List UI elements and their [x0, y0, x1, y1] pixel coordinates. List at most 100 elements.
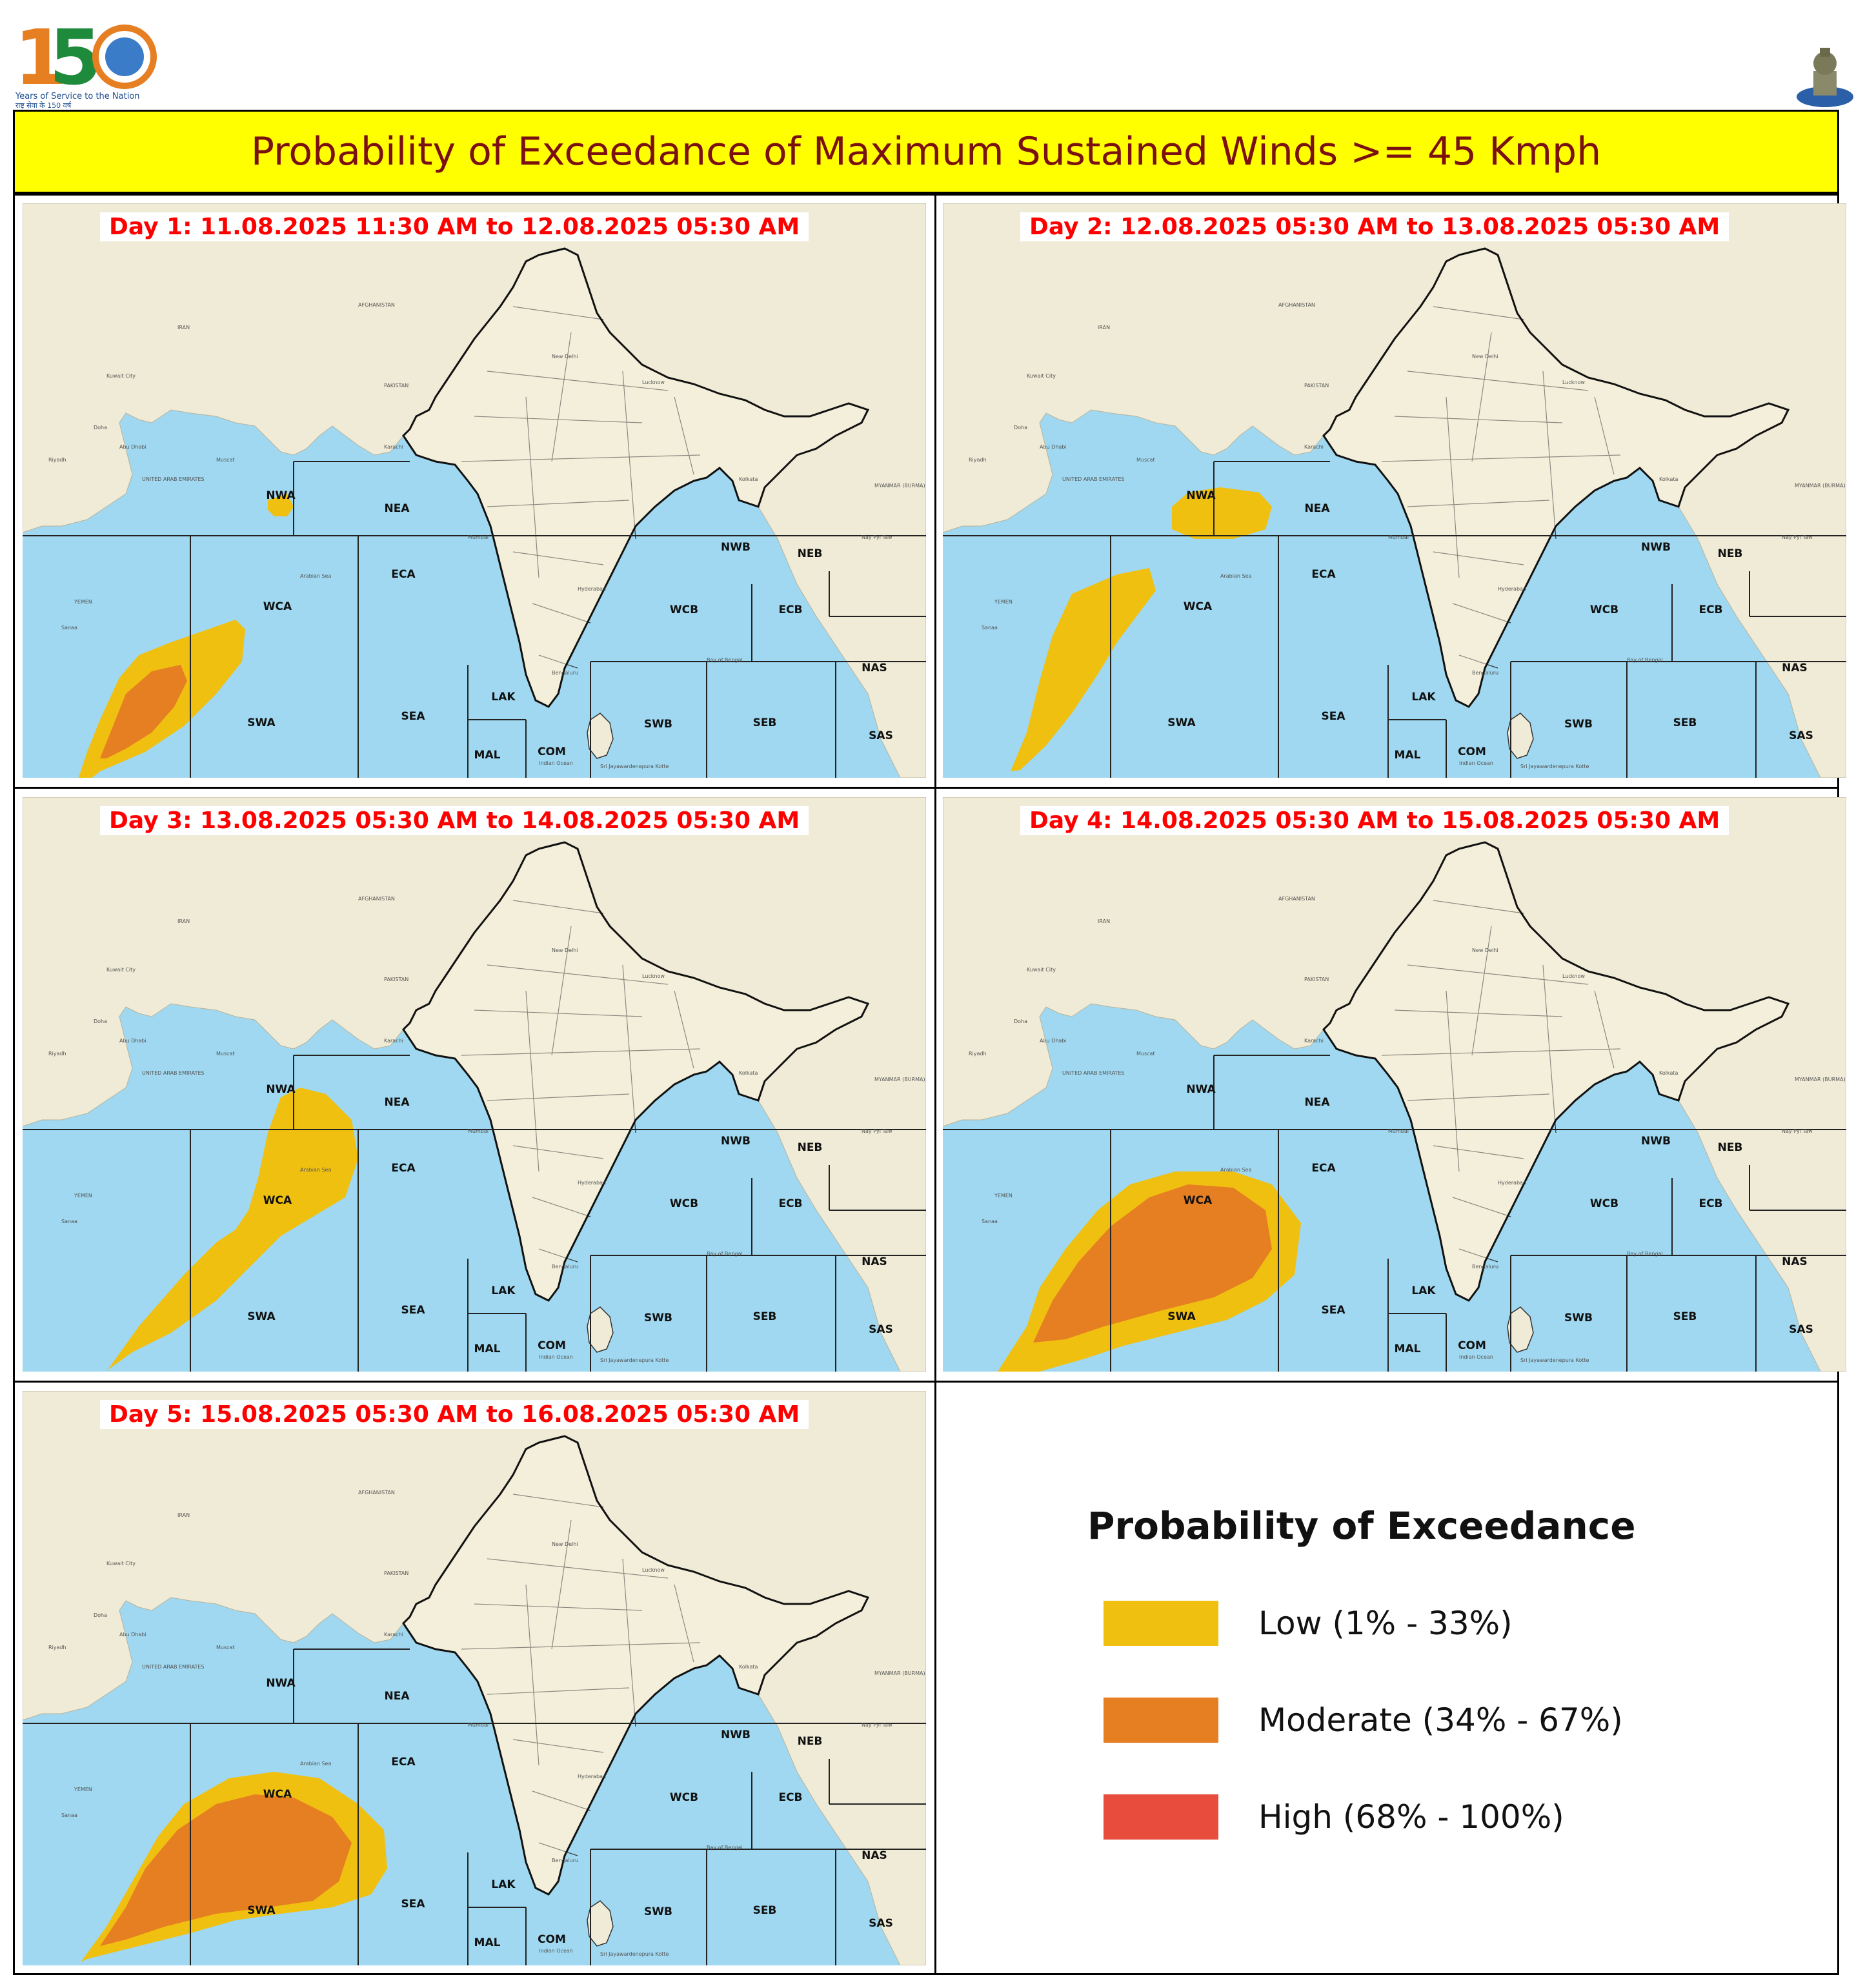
zone-boundaries: [943, 461, 1846, 778]
place-bay_of_bengal: Bay of Bengal: [707, 1845, 743, 1851]
zone-label-neb: NEB: [1718, 1141, 1743, 1154]
zone-label-nas: NAS: [862, 1255, 887, 1268]
zone-label-nwb: NWB: [1641, 541, 1671, 554]
state-boundaries: [1381, 306, 1621, 669]
zone-label-seb: SEB: [753, 716, 777, 729]
zone-label-wca: WCA: [1184, 600, 1213, 613]
place-yemen: YEMEN: [74, 1193, 92, 1199]
zone-label-eca: ECA: [391, 1162, 416, 1175]
state-boundaries: [461, 1494, 701, 1856]
place-kuwait: Kuwait City: [106, 373, 136, 379]
zone-label-lak: LAK: [491, 1878, 516, 1891]
zone-label-ecb: ECB: [1699, 604, 1722, 616]
place-hyderabad: Hyderabad: [1498, 1180, 1526, 1186]
zone-label-swb: SWB: [1564, 1312, 1593, 1324]
zone-label-ecb: ECB: [778, 604, 802, 616]
place-pakistan: PAKISTAN: [384, 977, 408, 982]
zone-label-swa: SWA: [247, 716, 276, 729]
place-lucknow: Lucknow: [1562, 973, 1585, 979]
place-hyderabad: Hyderabad: [578, 586, 606, 592]
place-riyadh: Riyadh: [48, 1051, 66, 1057]
zone-label-sas: SAS: [869, 1323, 893, 1336]
place-doha: Doha: [94, 1612, 107, 1618]
place-muscat: Muscat: [216, 1645, 235, 1650]
place-arabian_sea: Arabian Sea: [1220, 1167, 1251, 1173]
zone-label-sea: SEA: [401, 710, 425, 723]
place-bengaluru: Bengaluru: [552, 1264, 578, 1270]
imd-150-years-logo: 1 5 Years of Service to the Nation राष्ट…: [14, 13, 157, 108]
zone-label-swb: SWB: [644, 1312, 672, 1324]
place-pakistan: PAKISTAN: [1304, 383, 1329, 389]
zone-label-sas: SAS: [869, 729, 893, 742]
place-sri_lanka: Sri Jayawardenepura Kotte: [1520, 764, 1589, 769]
grid-divider-vertical: [934, 196, 936, 1974]
zone-label-wca: WCA: [263, 600, 292, 613]
legend-item-low: Low (1% - 33%): [1104, 1601, 1813, 1646]
legend-swatch-high: [1104, 1794, 1218, 1840]
legend-label-moderate: Moderate (34% - 67%): [1258, 1701, 1623, 1739]
place-afghanistan: AFGHANISTAN: [1278, 896, 1315, 902]
state-boundaries: [461, 900, 701, 1263]
sri-lanka-outline: [587, 1900, 614, 1947]
place-uae: UNITED ARAB EMIRATES: [1062, 476, 1124, 482]
place-abu_dhabi: Abu Dhabi: [1040, 1038, 1067, 1044]
logo-digit-1: 1: [14, 13, 67, 102]
place-bay_of_bengal: Bay of Bengal: [707, 657, 743, 663]
zone-label-com: COM: [1458, 1339, 1486, 1352]
place-indian_ocean: Indian Ocean: [539, 760, 573, 766]
place-sanaa: Sanaa: [982, 1219, 998, 1224]
place-karachi: Karachi: [384, 1632, 403, 1638]
map-panel-day5: IRAN PAKISTAN AFGHANISTAN YEMEN UNITED ARAB …: [23, 1391, 926, 1965]
india-outline: [1322, 247, 1790, 708]
place-afghanistan: AFGHANISTAN: [1278, 302, 1315, 308]
zone-label-mal: MAL: [1395, 1343, 1421, 1355]
place-mumbai: Mumbai: [1388, 534, 1409, 540]
sri-lanka-outline: [587, 1306, 614, 1353]
place-bay_of_bengal: Bay of Bengal: [1627, 1251, 1663, 1257]
place-delhi: New Delhi: [552, 354, 578, 360]
zone-label-neb: NEB: [798, 1141, 823, 1154]
zone-label-nea: NEA: [385, 1096, 410, 1109]
place-mumbai: Mumbai: [468, 534, 489, 540]
place-sri_lanka: Sri Jayawardenepura Kotte: [600, 1951, 669, 1957]
zone-label-nwa: NWA: [1186, 489, 1216, 502]
place-lucknow: Lucknow: [642, 1567, 665, 1573]
place-yemen: YEMEN: [994, 599, 1013, 605]
zone-label-swa: SWA: [247, 1310, 276, 1323]
place-myanmar: MYANMAR (BURMA): [874, 483, 925, 489]
place-iran: IRAN: [177, 325, 190, 330]
place-bay_of_bengal: Bay of Bengal: [707, 1251, 743, 1257]
zone-label-eca: ECA: [1311, 1162, 1336, 1175]
place-kuwait: Kuwait City: [1027, 373, 1056, 379]
zone-label-nea: NEA: [385, 1690, 410, 1703]
hazard-moderate-area: [100, 665, 187, 758]
zone-label-sea: SEA: [401, 1304, 425, 1317]
map-panel-day3: IRAN PAKISTAN AFGHANISTAN YEMEN UNITED ARAB …: [23, 797, 926, 1372]
zone-label-wca: WCA: [263, 1788, 292, 1801]
place-kolkata: Kolkata: [739, 1070, 758, 1076]
hazard-low-area: [1011, 568, 1156, 771]
place-kolkata: Kolkata: [739, 476, 758, 482]
place-mumbai: Mumbai: [468, 1722, 489, 1728]
place-muscat: Muscat: [216, 1051, 235, 1057]
place-lucknow: Lucknow: [642, 973, 665, 979]
day-label-day4: Day 4: 14.08.2025 05:30 AM to 15.08.2025…: [1020, 806, 1729, 835]
zone-label-swb: SWB: [644, 1905, 672, 1918]
map-day1: IRAN PAKISTAN AFGHANISTAN YEMEN UNITED ARAB …: [23, 203, 926, 778]
place-bay_of_bengal: Bay of Bengal: [1627, 657, 1663, 663]
place-kuwait: Kuwait City: [106, 1561, 136, 1567]
zone-label-swb: SWB: [1564, 718, 1593, 731]
zone-label-lak: LAK: [1411, 1284, 1436, 1297]
map-day3: IRAN PAKISTAN AFGHANISTAN YEMEN UNITED ARAB …: [23, 797, 926, 1372]
zone-label-sea: SEA: [1321, 1304, 1346, 1317]
place-indian_ocean: Indian Ocean: [539, 1948, 573, 1954]
zone-label-com: COM: [538, 746, 566, 758]
place-kuwait: Kuwait City: [1027, 967, 1056, 973]
place-bengaluru: Bengaluru: [552, 670, 578, 676]
zone-label-sas: SAS: [1789, 1323, 1813, 1336]
hazard-moderate-area: [1033, 1184, 1272, 1343]
place-doha: Doha: [94, 425, 107, 431]
place-delhi: New Delhi: [552, 1541, 578, 1547]
place-indian_ocean: Indian Ocean: [1459, 1354, 1493, 1360]
zone-label-sea: SEA: [401, 1898, 425, 1911]
